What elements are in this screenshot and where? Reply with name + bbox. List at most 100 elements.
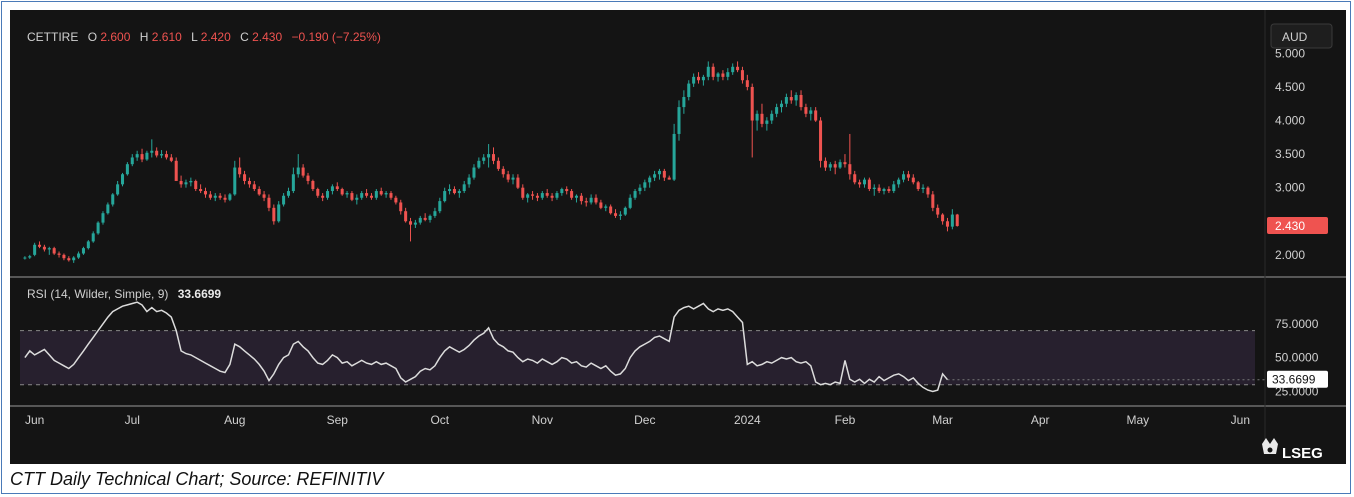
price-axis-tick-label: 4.000 (1275, 114, 1305, 128)
time-axis-tick-label: Jul (125, 413, 140, 427)
candle (902, 170, 906, 183)
candle-body (531, 194, 535, 196)
candlestick-series (23, 61, 959, 263)
candle-body (91, 233, 95, 242)
candle (877, 184, 881, 194)
candle-body (369, 195, 373, 198)
candle-body (111, 194, 115, 205)
candle-body (140, 154, 144, 160)
candle-body (457, 191, 461, 194)
candle-body (257, 189, 261, 195)
candle-body (262, 194, 266, 198)
rsi-value-badge: 33.6699 (1267, 370, 1328, 388)
time-axis-tick-label: Nov (532, 413, 553, 427)
candle-body (628, 197, 632, 208)
candle-body (745, 80, 749, 87)
candle-body (614, 213, 618, 216)
candle-body (706, 66, 710, 77)
candle (350, 191, 354, 202)
candle-body (67, 258, 71, 261)
candle-body (560, 189, 564, 194)
candle-body (452, 189, 456, 194)
candle-body (394, 197, 398, 203)
candle-body (472, 167, 476, 178)
candle-body (779, 103, 784, 108)
candle (716, 72, 720, 82)
candle-body (574, 195, 578, 198)
currency-button-label: AUD (1282, 30, 1308, 44)
candle (692, 73, 696, 87)
grid-layer (10, 10, 1346, 440)
candle (194, 179, 198, 192)
candle (428, 214, 432, 223)
candle (140, 148, 144, 163)
candle-body (838, 162, 842, 168)
candle (916, 180, 920, 192)
candle-body (184, 182, 188, 185)
candle (374, 189, 378, 200)
candle (618, 211, 622, 220)
candle-body (609, 206, 613, 214)
candle-body (189, 180, 193, 183)
candle (555, 191, 559, 200)
candle-body (862, 179, 866, 185)
symbol-label: CETTIRE (27, 30, 78, 44)
candle (648, 175, 652, 188)
candle-body (755, 113, 759, 121)
time-axis-tick-label: Sep (327, 413, 349, 427)
time-axis-tick-label: Aug (224, 413, 245, 427)
candle-body (252, 184, 256, 190)
candle (399, 199, 403, 215)
candle (155, 147, 159, 158)
candle-body (579, 195, 583, 202)
candle (252, 180, 256, 192)
candle (77, 251, 81, 259)
candle (892, 180, 896, 194)
candle-body (418, 217, 422, 223)
close-label: C (240, 30, 249, 44)
candle (208, 191, 212, 200)
candle (404, 207, 408, 223)
candle (501, 166, 505, 178)
candle (809, 107, 813, 121)
open-value: 2.600 (100, 30, 130, 44)
candle-body (955, 214, 959, 226)
candle (721, 70, 725, 81)
candle-body (360, 193, 364, 198)
candle-body (77, 253, 81, 258)
candle-body (150, 150, 154, 153)
candle-body (550, 195, 554, 198)
ohlc-legend: CETTIRE O 2.600 H 2.610 L 2.420 C 2.430 … (27, 30, 381, 44)
candle-body (535, 195, 539, 198)
time-axis-tick-label: Mar (932, 413, 953, 427)
candle (443, 187, 447, 203)
candle-body (653, 174, 657, 178)
candle-body (379, 191, 383, 195)
candle (306, 172, 310, 185)
candle (755, 110, 759, 131)
candle (887, 186, 891, 194)
candle-body (823, 160, 827, 168)
candle (101, 211, 105, 225)
candle-body (448, 189, 452, 192)
candle (72, 256, 76, 263)
candle (921, 184, 925, 194)
candle (96, 221, 100, 235)
candle (345, 191, 349, 198)
candle-body (179, 180, 183, 185)
candle-body (238, 167, 242, 175)
candle (521, 184, 525, 200)
candle (862, 177, 866, 188)
candle (316, 187, 320, 198)
candle-body (687, 83, 691, 98)
currency-button[interactable]: AUD (1270, 23, 1333, 49)
price-axis-tick-label: 5.000 (1275, 46, 1305, 60)
candle-body (892, 184, 896, 192)
candle-body (340, 189, 344, 195)
chart-canvas[interactable]: 2.0002.5003.0003.5004.0004.5005.00025.00… (10, 10, 1346, 464)
chart-area[interactable]: 2.0002.5003.0003.5004.0004.5005.00025.00… (10, 10, 1346, 464)
candle (257, 186, 261, 196)
candle-body (374, 191, 378, 198)
candle (301, 164, 305, 178)
candle (496, 157, 500, 171)
